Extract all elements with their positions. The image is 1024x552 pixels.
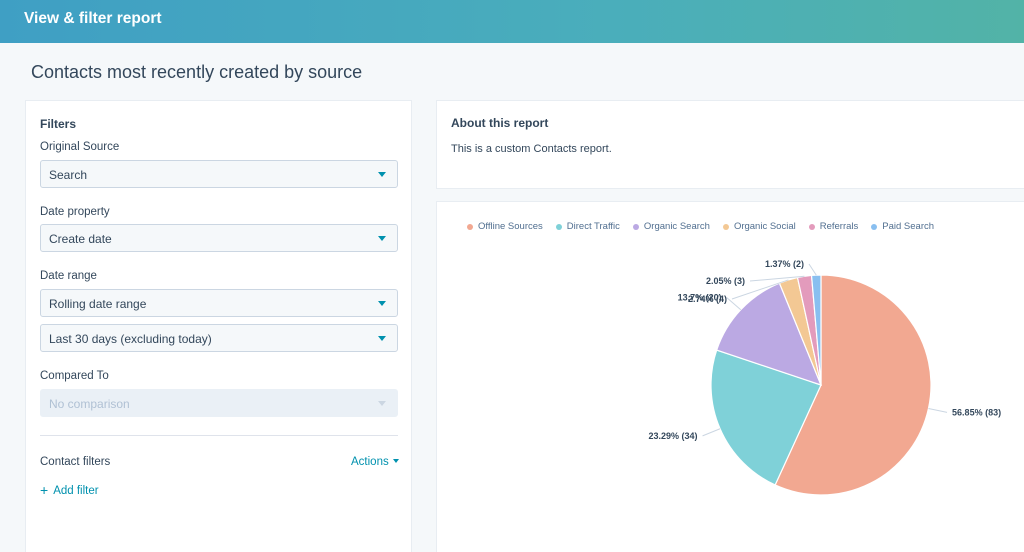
legend-item[interactable]: Offline Sources: [467, 221, 543, 232]
legend-label: Offline Sources: [478, 221, 543, 232]
filters-panel: Filters Original Source Search Date prop…: [25, 100, 412, 552]
pie-slice[interactable]: [710, 349, 822, 486]
legend-swatch: [555, 223, 562, 230]
label-leader-line: [726, 297, 742, 311]
pie-data-label: 13.7% (20): [678, 292, 722, 302]
label-leader-line: [749, 275, 805, 282]
pie-data-label: 23.29% (34): [649, 431, 698, 441]
about-panel: About this report This is a custom Conta…: [436, 100, 1024, 189]
original-source-label: Original Source: [40, 141, 120, 153]
date-range-value: Rolling date range: [49, 297, 147, 311]
date-property-label: Date property: [40, 206, 110, 218]
legend-item[interactable]: Referrals: [808, 221, 859, 232]
pie-slice[interactable]: [774, 274, 932, 496]
pie-data-label: 1.37% (2): [765, 259, 804, 269]
legend-item[interactable]: Direct Traffic: [555, 221, 620, 232]
legend-swatch: [808, 223, 815, 230]
date-range-label: Date range: [40, 270, 97, 282]
label-leader-line: [928, 407, 948, 413]
about-title: About this report: [451, 116, 549, 130]
date-property-value: Create date: [49, 232, 112, 246]
contact-filters-label: Contact filters: [40, 456, 111, 468]
date-property-select[interactable]: Create date: [40, 224, 398, 252]
caret-down-icon: [392, 459, 399, 463]
legend-label: Paid Search: [882, 221, 935, 232]
pie-data-label: 2.05% (3): [706, 276, 745, 286]
pie-slice[interactable]: [715, 282, 823, 386]
chevron-down-icon: [378, 336, 386, 341]
legend-item[interactable]: Organic Search: [632, 221, 710, 232]
chevron-down-icon: [378, 172, 386, 177]
date-range-period-value: Last 30 days (excluding today): [49, 332, 212, 346]
pie-chart: 56.85% (83) 23.29% (34) 13.7% (20)2.74% (4…: [649, 259, 1001, 496]
page-title: Contacts most recently created by source: [31, 62, 363, 82]
pie-data-label: 2.74% (4): [688, 294, 727, 304]
label-leader-line: [731, 279, 789, 300]
legend-item[interactable]: Paid Search: [871, 221, 934, 232]
chart-panel: Offline Sources Direct Traffic Organic Sea…: [436, 201, 1024, 552]
about-text: This is a custom Contacts report.: [451, 143, 612, 155]
legend-swatch: [632, 223, 639, 230]
legend-label: Organic Search: [643, 221, 710, 232]
legend-item[interactable]: Organic Social: [722, 221, 796, 232]
add-filter-label: Add filter: [53, 485, 99, 497]
actions-button[interactable]: Actions: [351, 456, 399, 468]
legend-swatch: [871, 223, 878, 230]
pie-data-label: 56.85% (83): [952, 407, 1001, 417]
legend-label: Direct Traffic: [566, 221, 620, 232]
compared-to-value: No comparison: [49, 397, 130, 411]
date-range-period-select[interactable]: Last 30 days (excluding today): [40, 324, 398, 352]
original-source-value: Search: [49, 168, 88, 182]
legend-swatch: [467, 223, 473, 230]
header-title: View & filter report: [24, 10, 162, 27]
compared-to-select[interactable]: No comparison: [40, 389, 398, 417]
chart-legend: Offline Sources Direct Traffic Organic Sea…: [467, 221, 934, 232]
actions-label: Actions: [351, 456, 389, 468]
pie-slice[interactable]: [810, 274, 822, 386]
legend-label: Referrals: [819, 221, 859, 232]
chevron-down-icon: [378, 401, 386, 406]
add-filter-button[interactable]: + Add filter: [40, 482, 99, 498]
original-source-select[interactable]: Search: [40, 160, 398, 188]
chevron-down-icon: [378, 236, 386, 241]
legend-label: Organic Social: [733, 221, 796, 232]
chevron-down-icon: [378, 301, 386, 306]
compared-to-label: Compared To: [40, 370, 109, 382]
divider: [40, 435, 398, 436]
label-leader-line: [702, 428, 721, 437]
top-bar: View & filter report: [0, 0, 1024, 43]
label-leader-line: [808, 263, 817, 276]
filters-heading: Filters: [40, 117, 77, 131]
plus-icon: +: [40, 482, 49, 498]
legend-swatch: [722, 223, 729, 230]
date-range-select[interactable]: Rolling date range: [40, 289, 398, 317]
